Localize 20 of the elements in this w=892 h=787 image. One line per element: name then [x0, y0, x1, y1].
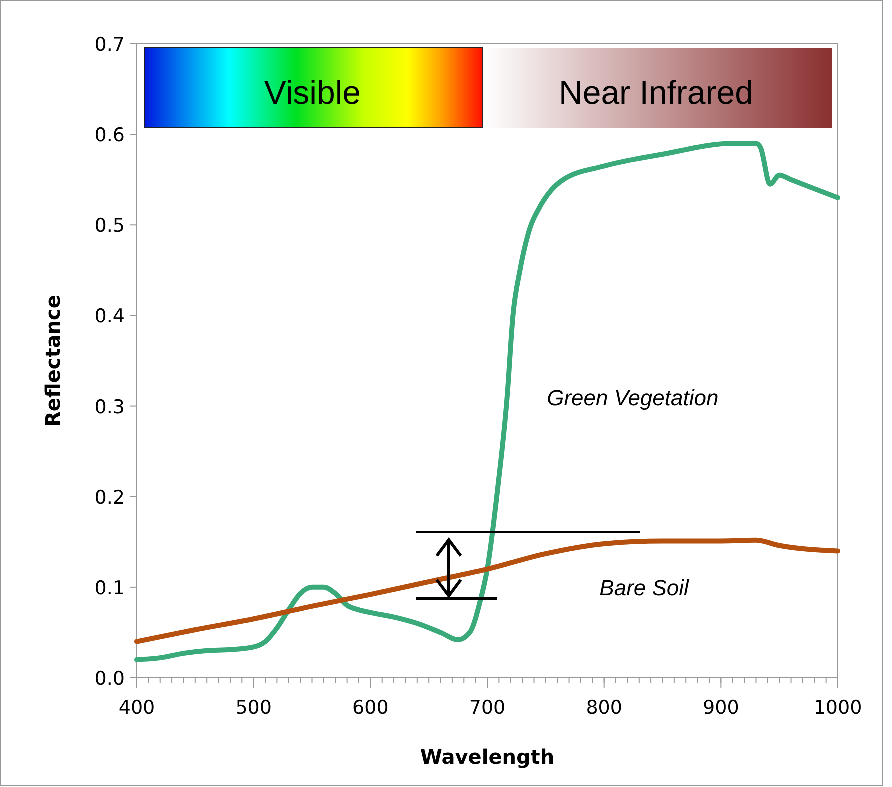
y-tick-label: 0.5 [94, 215, 125, 238]
x-tick-label: 600 [352, 697, 389, 719]
y-tick-label: 0.0 [94, 668, 125, 690]
annotation: Near Infrared [559, 74, 754, 111]
x-tick-label: 900 [703, 697, 740, 719]
y-tick-label: 0.3 [94, 396, 125, 418]
x-tick-label: 400 [118, 697, 156, 719]
y-tick-label: 0.7 [94, 34, 125, 56]
y-tick-label: 0.4 [94, 306, 125, 328]
y-axis-title: Reflectance [41, 295, 65, 427]
y-tick-label: 0.1 [94, 577, 125, 600]
y-tick-label: 0.2 [94, 486, 125, 509]
series-label: Bare Soil [600, 576, 690, 601]
x-tick-label: 800 [586, 697, 622, 719]
series-label: Green Vegetation [547, 385, 719, 410]
x-axis-title: Wavelength [420, 745, 555, 769]
x-tick-label: 1000 [814, 697, 862, 719]
x-tick-label: 500 [236, 697, 272, 719]
x-tick-label: 700 [469, 697, 506, 719]
y-tick-label: 0.6 [94, 124, 125, 147]
